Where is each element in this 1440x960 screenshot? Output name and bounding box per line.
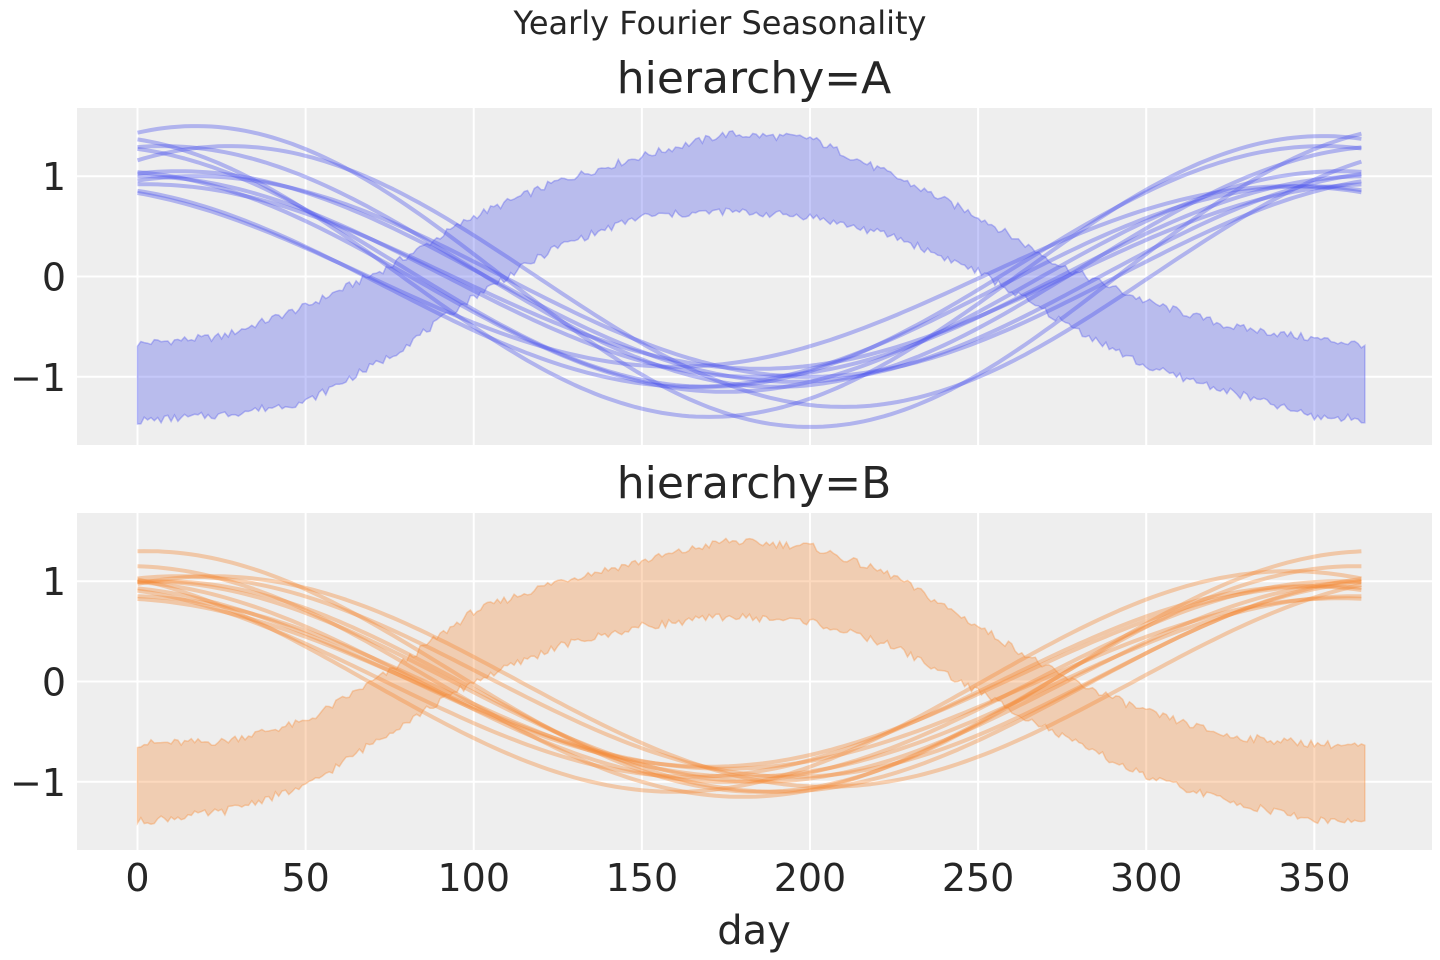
y-tick-label: −1: [10, 356, 66, 400]
sample-curve-12: [136, 144, 1363, 409]
sample-curve-10: [137, 594, 1362, 779]
x-axis-label: day: [717, 908, 791, 954]
panel-title-b: hierarchy=B: [617, 458, 892, 509]
x-tick-label: 350: [1278, 856, 1351, 900]
sample-curve-11: [137, 569, 1362, 794]
sample-curve-8: [137, 584, 1362, 779]
sample-curve-10: [137, 134, 1362, 419]
sample-curve-3: [137, 584, 1362, 769]
y-tick-label: 1: [42, 560, 66, 604]
panel-hierarchy-a: hierarchy=A −1 0 1: [10, 53, 1432, 445]
sample-curve-7: [137, 144, 1362, 389]
sample-curve-4: [137, 579, 1362, 794]
plot-content: [136, 124, 1366, 429]
hdi-band: [136, 537, 1366, 826]
sample-curve-3: [137, 169, 1362, 394]
sample-curve-2: [137, 579, 1362, 784]
sample-curve-4: [137, 169, 1362, 384]
sample-curve-2: [137, 174, 1362, 379]
y-tick-label: 0: [42, 661, 66, 705]
sample-curve-6: [137, 184, 1362, 389]
y-tick-label: 1: [42, 155, 66, 199]
x-tick-label: 250: [942, 856, 1015, 900]
sample-curve-7: [137, 549, 1362, 794]
sample-curve-9: [137, 124, 1362, 429]
y-tick-label: −1: [10, 761, 66, 805]
sample-curve-9: [137, 574, 1362, 779]
x-tick-label: 200: [774, 856, 847, 900]
x-tick-label: 50: [281, 856, 329, 900]
sample-curve-8: [137, 182, 1362, 371]
x-tick-label: 100: [437, 856, 510, 900]
plot-content: [136, 537, 1366, 826]
figure-title: Yearly Fourier Seasonality: [513, 4, 927, 42]
x-tick-label: 150: [606, 856, 679, 900]
x-tick-label: 300: [1110, 856, 1183, 900]
y-tick-label: 0: [42, 256, 66, 300]
x-tick-label: 0: [125, 856, 149, 900]
sample-curve-12: [137, 574, 1362, 789]
sample-curve-1: [137, 174, 1362, 379]
sample-curve-6: [137, 596, 1362, 771]
hdi-band: [136, 130, 1366, 425]
sample-curve-1: [137, 579, 1362, 784]
sample-curve-5: [137, 564, 1362, 799]
sample-curve-11: [137, 184, 1362, 369]
panel-title-a: hierarchy=A: [617, 53, 891, 104]
panel-hierarchy-b: hierarchy=B −1 0 1 0 50 100 150 200 250 300 350: [10, 458, 1432, 900]
sample-curve-5: [137, 144, 1362, 389]
